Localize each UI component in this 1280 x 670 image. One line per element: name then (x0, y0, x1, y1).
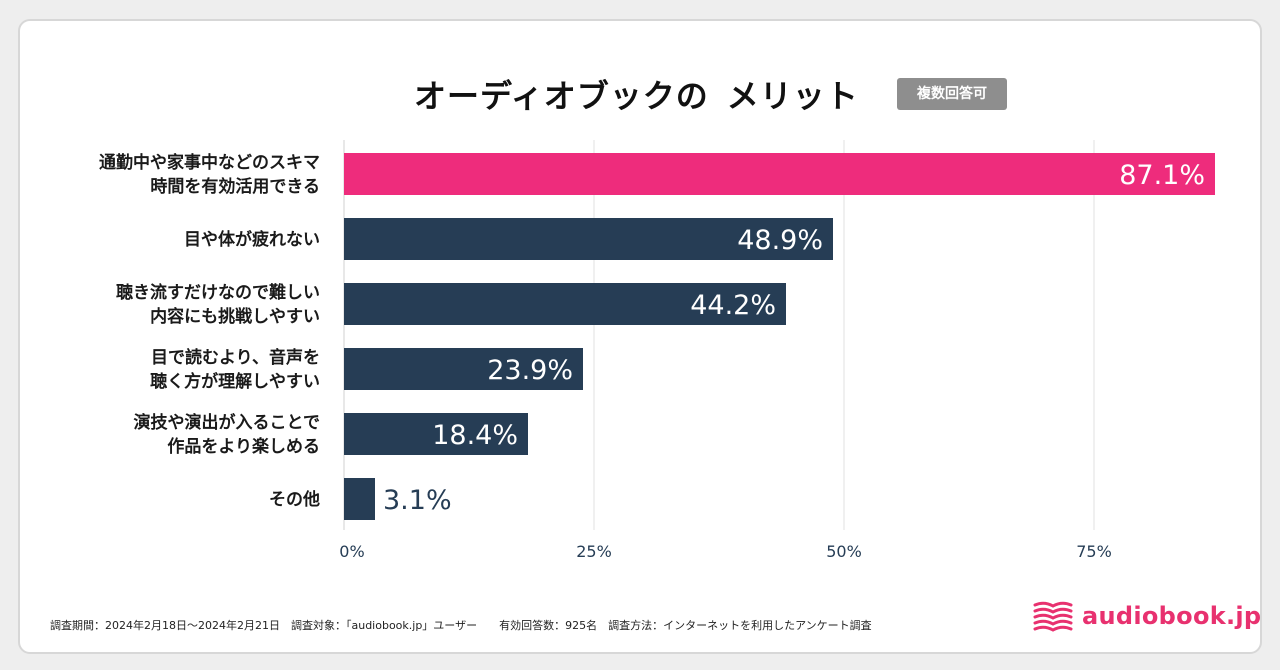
x-tick-label: 25% (576, 542, 612, 561)
bar (344, 283, 786, 325)
category-label: 演技や演出が入ることで (134, 412, 321, 433)
title-accent: メリット (720, 71, 865, 120)
category-label: 内容にも挑戦しやすい (150, 306, 320, 327)
bar (344, 478, 375, 520)
x-tick-label: 0% (339, 542, 364, 561)
category-label: 目や体が疲れない (184, 229, 320, 250)
chart-card (18, 19, 1262, 654)
x-tick-label: 50% (826, 542, 862, 561)
survey-footnote: 調査期間：2024年2月18日～2024年2月21日 調査対象：「audiobo… (50, 619, 872, 632)
bar-value-label: 3.1% (383, 485, 452, 516)
category-label: その他 (269, 489, 320, 510)
category-label: 聴く方が理解しやすい (150, 371, 320, 392)
category-label: 目で読むより、音声を (151, 347, 320, 368)
bar-value-label: 87.1% (1119, 160, 1205, 191)
bar (344, 153, 1215, 195)
title-accent-text: メリット (726, 77, 859, 115)
category-label: 時間を有効活用できる (150, 176, 320, 197)
bar (344, 348, 583, 390)
title-main: オーディオブックの (414, 77, 709, 115)
category-label: 作品をより楽しめる (167, 436, 320, 457)
bar-value-label: 44.2% (690, 290, 776, 321)
bar-value-label: 18.4% (432, 420, 518, 451)
x-tick-label: 75% (1076, 542, 1112, 561)
chart-title: オーディオブックの メリット (414, 71, 865, 120)
brand-logo: audiobook.jp (1032, 596, 1261, 636)
bar-value-label: 48.9% (737, 225, 823, 256)
book-stack-icon (1033, 601, 1073, 632)
multiple-answer-badge: 複数回答可 (897, 78, 1007, 110)
bar-value-label: 23.9% (487, 355, 573, 386)
logo-text: audiobook.jp (1082, 602, 1262, 630)
category-label: 通勤中や家事中などのスキマ (99, 152, 320, 173)
bar (344, 413, 528, 455)
bar (344, 218, 833, 260)
category-label: 聴き流すだけなので難しい (116, 282, 320, 303)
